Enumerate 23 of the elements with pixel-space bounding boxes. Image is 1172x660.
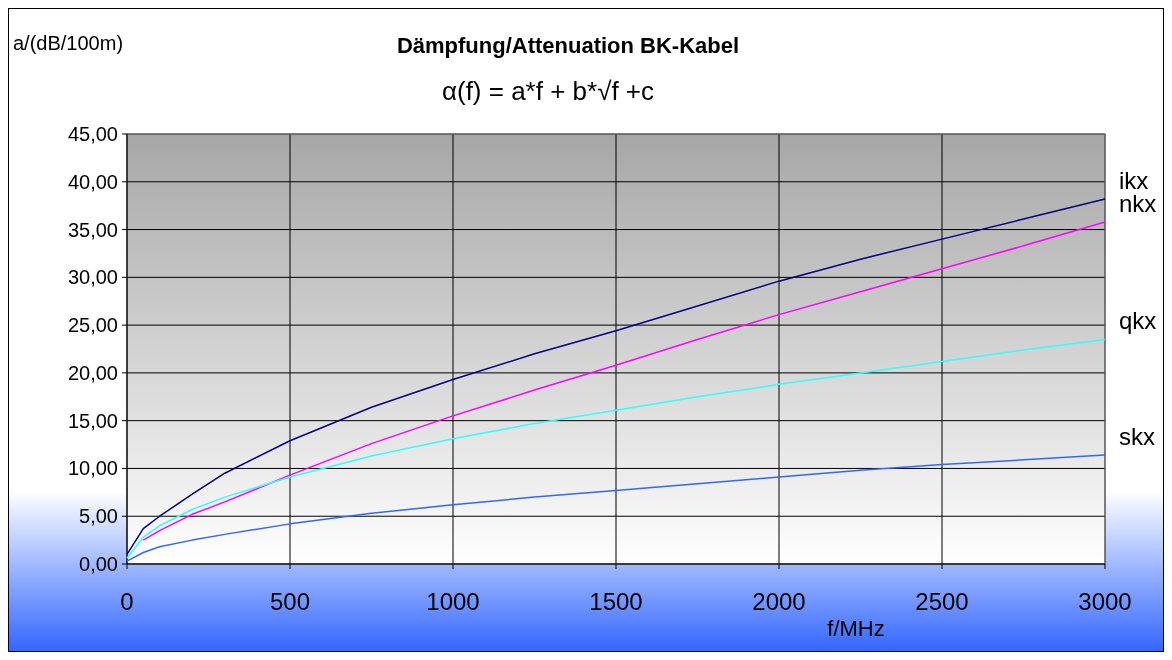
- y-tick-label: 10,00: [67, 457, 118, 480]
- x-tick-label: 1500: [589, 588, 643, 615]
- y-tick-label: 40,00: [67, 170, 118, 193]
- x-tick-label: 1000: [426, 588, 480, 615]
- series-label: skx: [1119, 423, 1155, 451]
- y-tick-label: 0,00: [79, 553, 118, 575]
- y-tick-label: 30,00: [67, 266, 118, 289]
- x-tick-label: 500: [269, 588, 311, 615]
- chart-title: Dämpfung/Attenuation BK-Kabel: [396, 33, 740, 58]
- series-label: qkx: [1119, 307, 1157, 335]
- y-axis-title: a/(dB/100m): [13, 32, 124, 54]
- x-tick-label: 2000: [752, 588, 806, 615]
- y-tick-label: 20,00: [67, 361, 118, 384]
- x-tick-label: 0: [120, 588, 134, 615]
- y-tick-label: 35,00: [67, 218, 118, 241]
- x-axis-title: f/MHz: [827, 616, 885, 641]
- x-tick-label: 2500: [915, 588, 969, 615]
- y-tick-label: 25,00: [67, 314, 118, 337]
- chart-subtitle: α(f) = a*f + b*√f +c: [441, 76, 655, 106]
- y-tick-label: 45,00: [67, 123, 118, 145]
- x-tick-label: 3000: [1078, 588, 1132, 615]
- y-tick-label: 15,00: [67, 409, 118, 432]
- y-tick-label: 5,00: [79, 505, 118, 528]
